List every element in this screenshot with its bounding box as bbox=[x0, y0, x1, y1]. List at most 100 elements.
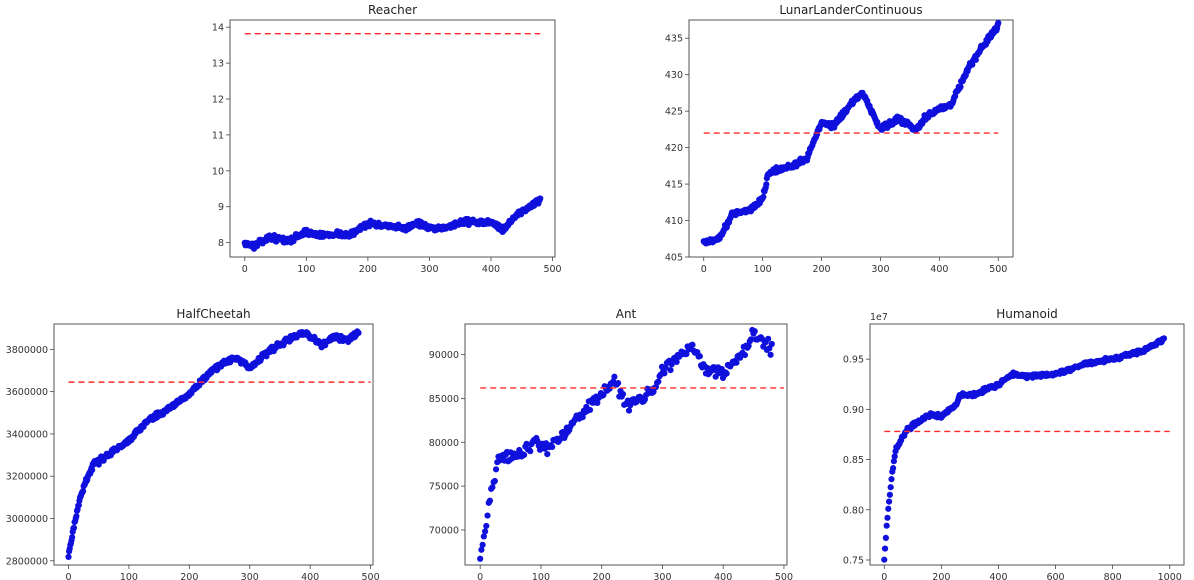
data-point bbox=[751, 328, 758, 335]
data-point bbox=[600, 391, 607, 398]
x-tick-label: 100 bbox=[120, 572, 138, 580]
y-tick-label: 0.80 bbox=[843, 505, 864, 516]
y-tick-label: 0.95 bbox=[843, 355, 864, 366]
x-tick-label: 400 bbox=[989, 572, 1007, 580]
data-point bbox=[661, 370, 668, 377]
x-tick-label: 1000 bbox=[1158, 572, 1182, 580]
scatter-series bbox=[881, 335, 1168, 563]
data-point bbox=[885, 498, 893, 505]
plot-frame bbox=[688, 19, 1014, 258]
y-tick-label: 435 bbox=[665, 34, 683, 45]
data-point bbox=[760, 193, 767, 201]
data-point bbox=[689, 341, 696, 348]
data-point bbox=[1160, 335, 1168, 342]
y-offset-label: 1e7 bbox=[870, 312, 888, 323]
y-tick-label: 90000 bbox=[429, 350, 459, 361]
scatter-series bbox=[65, 328, 362, 560]
data-point bbox=[523, 440, 530, 447]
x-tick-label: 0 bbox=[242, 264, 248, 275]
data-point bbox=[723, 370, 730, 377]
data-point bbox=[483, 522, 490, 530]
data-point bbox=[972, 56, 979, 64]
data-point bbox=[611, 373, 618, 380]
x-tick-label: 300 bbox=[653, 572, 671, 580]
data-point bbox=[890, 458, 897, 465]
x-tick-label: 300 bbox=[241, 572, 259, 580]
scatter-series bbox=[241, 195, 544, 252]
y-tick-label: 3200000 bbox=[6, 472, 48, 483]
plot-frame bbox=[53, 323, 374, 566]
y-tick-label: 75000 bbox=[429, 482, 459, 493]
data-point bbox=[69, 534, 76, 541]
data-point bbox=[586, 406, 594, 414]
y-tick-label: 70000 bbox=[429, 525, 459, 536]
chart-title: Ant bbox=[616, 307, 637, 321]
y-tick-label: 405 bbox=[665, 253, 683, 264]
x-tick-label: 800 bbox=[1104, 572, 1122, 580]
data-point bbox=[882, 534, 889, 541]
data-point bbox=[537, 195, 544, 202]
data-point bbox=[89, 466, 96, 474]
subplot-ant: Ant 0 100 200 300 400 500 70000 75000 80000 85000 9… bbox=[429, 307, 793, 580]
data-point bbox=[481, 528, 489, 535]
x-tick-label: 0 bbox=[701, 264, 707, 275]
data-point bbox=[79, 487, 87, 495]
data-point bbox=[733, 359, 740, 366]
x-tick-label: 600 bbox=[1046, 572, 1064, 580]
data-point bbox=[614, 380, 622, 387]
data-point bbox=[521, 451, 528, 459]
data-point bbox=[696, 353, 703, 360]
chart-title: HalfCheetah bbox=[176, 307, 250, 321]
data-point bbox=[741, 351, 749, 359]
y-tick-label: 0.90 bbox=[843, 405, 864, 416]
data-point bbox=[549, 443, 556, 451]
subplot-reacher: Reacher 0 100 200 300 400 500 8 9 10 11 12 13 14 bbox=[212, 3, 562, 275]
x-tick-label: 200 bbox=[812, 264, 830, 275]
x-tick-label: 500 bbox=[989, 264, 1007, 275]
y-tick-label: 85000 bbox=[429, 394, 459, 405]
data-point bbox=[484, 512, 491, 519]
y-tick-label: 430 bbox=[665, 70, 683, 81]
data-point bbox=[65, 553, 72, 560]
y-tick-label: 3000000 bbox=[6, 514, 48, 525]
x-tick-label: 100 bbox=[754, 264, 772, 275]
data-point bbox=[886, 491, 893, 498]
x-tick-label: 0 bbox=[881, 572, 887, 580]
data-point bbox=[662, 364, 669, 371]
data-point bbox=[355, 329, 362, 337]
data-point bbox=[477, 555, 484, 562]
x-tick-label: 400 bbox=[482, 264, 500, 275]
data-point bbox=[489, 484, 496, 491]
data-point bbox=[889, 465, 897, 472]
data-point bbox=[480, 533, 487, 540]
data-point bbox=[491, 477, 498, 485]
x-tick-label: 500 bbox=[362, 572, 380, 580]
x-tick-label: 200 bbox=[359, 264, 377, 275]
y-tick-label: 425 bbox=[665, 107, 683, 118]
y-tick-label: 410 bbox=[665, 216, 683, 227]
plot-frame bbox=[229, 19, 556, 258]
chart-title: LunarLanderContinuous bbox=[779, 3, 922, 17]
x-tick-label: 200 bbox=[932, 572, 950, 580]
y-tick-label: 12 bbox=[212, 95, 224, 106]
y-tick-label: 2800000 bbox=[6, 556, 48, 567]
data-point bbox=[763, 181, 770, 188]
data-point bbox=[70, 524, 78, 531]
data-point bbox=[745, 342, 752, 349]
y-tick-label: 420 bbox=[665, 143, 683, 154]
subplot-humanoid: Humanoid 1e7 0 200 400 600 800 1000 0.75 0.80 0.85… bbox=[843, 307, 1185, 580]
data-point bbox=[673, 358, 680, 365]
data-point bbox=[527, 448, 534, 455]
x-tick-label: 0 bbox=[65, 572, 71, 580]
data-point bbox=[887, 484, 894, 491]
data-point bbox=[619, 391, 627, 398]
y-tick-label: 3800000 bbox=[6, 345, 48, 356]
plot-frame bbox=[869, 323, 1185, 566]
y-tick-label: 8 bbox=[218, 238, 224, 249]
data-point bbox=[768, 340, 775, 348]
data-point bbox=[883, 522, 890, 529]
data-point bbox=[625, 407, 633, 414]
data-point bbox=[655, 378, 662, 385]
data-point bbox=[881, 545, 889, 552]
